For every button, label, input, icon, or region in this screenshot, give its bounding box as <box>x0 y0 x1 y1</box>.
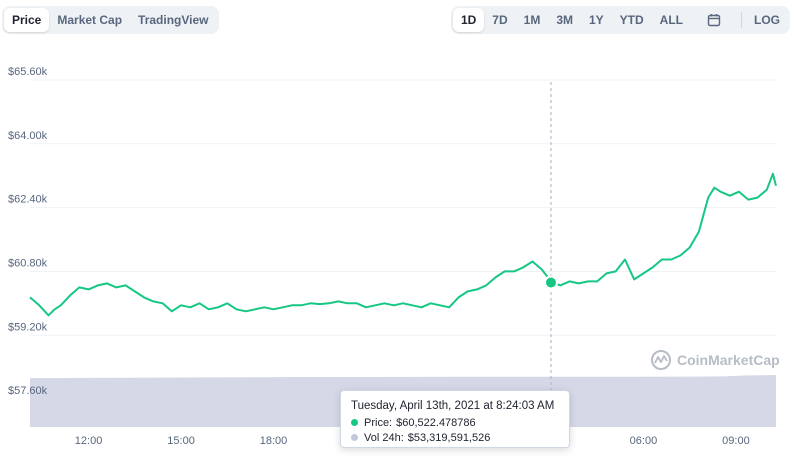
y-tick-label: $57.60k <box>8 385 48 397</box>
tooltip-volume-value: $53,319,591,526 <box>407 431 491 444</box>
log-scale-button[interactable]: LOG <box>754 13 780 27</box>
range-3m-button[interactable]: 3M <box>556 13 573 27</box>
y-tick-label: $59.20k <box>8 321 48 333</box>
y-axis-ticks: $65.60k $64.00k $62.40k $60.80k $59.20k $57.6… <box>8 66 48 397</box>
price-line <box>29 172 777 317</box>
y-tick-label: $64.00k <box>8 130 48 142</box>
x-tick-label: 09:00 <box>722 435 750 447</box>
time-range-tabs: 1D 7D 1M 3M 1Y YTD ALL LOG <box>450 6 790 34</box>
x-tick-label: 15:00 <box>167 435 195 447</box>
y-tick-label: $65.60k <box>8 66 48 78</box>
range-ytd-button[interactable]: YTD <box>619 13 644 27</box>
range-1m-button[interactable]: 1M <box>523 13 541 27</box>
coinmarketcap-logo-icon <box>651 350 671 370</box>
x-tick-label: 12:00 <box>75 435 103 447</box>
range-7d-button[interactable]: 7D <box>492 13 508 27</box>
chart-type-tabs: Price Market Cap TradingView <box>2 6 219 34</box>
watermark-text: CoinMarketCap <box>677 352 780 368</box>
tab-market-cap[interactable]: Market Cap <box>57 13 123 27</box>
tooltip-volume-row: Vol 24h: $53,319,591,526 <box>351 430 559 445</box>
calendar-icon[interactable] <box>691 8 737 32</box>
data-tooltip: Tuesday, April 13th, 2021 at 8:24:03 AM … <box>340 390 570 448</box>
tooltip-title: Tuesday, April 13th, 2021 at 8:24:03 AM <box>351 400 555 412</box>
range-1d-button[interactable]: 1D <box>452 8 485 32</box>
volume-dot-icon <box>351 434 358 441</box>
y-tick-label: $62.40k <box>8 194 48 206</box>
x-tick-label: 06:00 <box>630 435 658 447</box>
range-1y-button[interactable]: 1Y <box>588 13 604 27</box>
price-line-layer <box>29 172 777 317</box>
x-tick-label: 18:00 <box>260 435 288 447</box>
y-tick-label: $60.80k <box>8 257 48 269</box>
hover-point <box>543 275 558 290</box>
tab-tradingview[interactable]: TradingView <box>138 13 209 27</box>
price-dot-icon <box>351 419 358 426</box>
tab-price[interactable]: Price <box>4 8 50 32</box>
tooltip-price-value: $60,522.478786 <box>396 416 476 429</box>
tooltip-price-label: Price: <box>364 416 393 429</box>
range-all-button[interactable]: ALL <box>659 13 683 27</box>
coinmarketcap-watermark: CoinMarketCap <box>651 350 780 370</box>
divider <box>741 12 742 28</box>
tooltip-price-row: Price: $60,522.478786 <box>351 415 559 430</box>
tooltip-volume-label: Vol 24h: <box>364 431 404 444</box>
